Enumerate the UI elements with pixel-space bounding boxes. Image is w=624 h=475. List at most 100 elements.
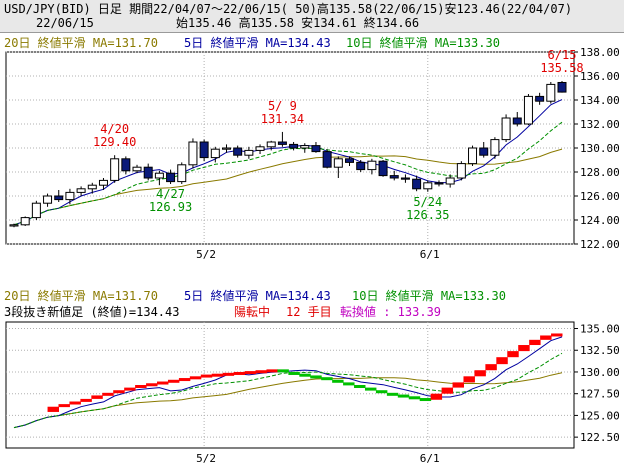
renko-brick xyxy=(124,387,136,391)
p2-y-tick-label: 125.00 xyxy=(580,409,620,422)
renko-brick xyxy=(102,392,114,396)
renko-brick xyxy=(540,335,552,340)
annotation-date: 6/15 xyxy=(548,48,577,62)
p2-y-tick-label: 135.00 xyxy=(580,323,620,336)
candle-body xyxy=(110,158,120,181)
header-ohlc: 始135.46 高135.58 安134.61 終134.66 xyxy=(176,16,420,30)
candle-body xyxy=(557,81,567,93)
renko-brick xyxy=(332,379,344,383)
renko-brick xyxy=(364,387,377,391)
p2-x-tick-label: 6/1 xyxy=(420,452,440,465)
p1-y-tick-label: 132.00 xyxy=(580,118,620,131)
renko-brick xyxy=(485,364,497,371)
renko-brick xyxy=(496,357,508,365)
candle-body xyxy=(31,202,41,219)
p2-status: 陽転中 xyxy=(234,305,271,319)
renko-brick xyxy=(386,392,399,396)
p1-y-tick-label: 126.00 xyxy=(580,190,620,203)
candle-body xyxy=(311,145,321,153)
annotation-date: 5/24 xyxy=(413,195,442,209)
header-date: 22/06/15 xyxy=(36,16,94,30)
p1-y-tick-label: 138.00 xyxy=(580,46,620,59)
renko-brick xyxy=(299,373,311,377)
renko-brick xyxy=(113,390,125,394)
renko-brick xyxy=(354,385,366,388)
p1-y-tick-label: 124.00 xyxy=(580,214,620,227)
p1-y-tick-label: 122.00 xyxy=(580,238,620,251)
candle-body xyxy=(98,179,108,186)
renko-brick xyxy=(474,370,486,377)
annotation-value: 135.58 xyxy=(540,61,583,75)
p1-ma20-legend: 20日 終値平滑 MA=131.70 xyxy=(4,36,158,50)
renko-brick xyxy=(146,383,158,387)
renko-brick xyxy=(551,333,563,337)
annotation-date: 5/ 9 xyxy=(268,99,297,113)
candle-body xyxy=(445,177,455,185)
p2-y-tick-label: 127.50 xyxy=(580,388,620,401)
candle-body xyxy=(277,141,287,145)
p1-x-tick-label: 5/2 xyxy=(196,248,216,261)
annotation-value: 131.34 xyxy=(261,112,304,126)
candle-body xyxy=(121,158,131,172)
renko-brick xyxy=(200,374,213,378)
renko-brick xyxy=(266,369,278,373)
p1-y-tick-label: 130.00 xyxy=(580,142,620,155)
renko-brick xyxy=(375,390,388,394)
candle-body xyxy=(434,182,444,185)
renko-brick xyxy=(222,372,235,376)
renko-brick xyxy=(277,369,289,373)
candle-body xyxy=(76,188,86,193)
renko-brick xyxy=(47,406,59,412)
p2-step-count: 12 手目 xyxy=(286,305,332,319)
candle-body xyxy=(54,195,64,201)
annotation-value: 126.93 xyxy=(149,200,192,214)
p2-x-tick-label: 5/2 xyxy=(196,452,216,465)
renko-brick xyxy=(288,371,300,375)
chart-header: USD/JPY(BID) 日足 期間22/04/07～22/06/15( 50)… xyxy=(0,0,624,33)
p2-ma5-legend: 5日 終値平滑 MA=134.43 xyxy=(184,289,331,303)
annotation-date: 4/27 xyxy=(156,187,185,201)
candle-body xyxy=(43,195,53,204)
renko-brick xyxy=(507,351,519,358)
renko-brick xyxy=(233,371,246,375)
p2-y-tick-label: 122.50 xyxy=(580,431,620,444)
candle-body xyxy=(87,184,97,190)
candle-body xyxy=(333,158,343,168)
candle-body xyxy=(177,164,187,183)
annotation-value: 129.40 xyxy=(93,135,136,149)
renko-brick xyxy=(69,401,81,405)
candle-body xyxy=(244,149,254,156)
p2-renko-title: 3段抜き新値足 (終値)=134.43 xyxy=(4,305,180,319)
candle-body xyxy=(378,160,388,177)
candle-body xyxy=(132,166,142,172)
renko-brick xyxy=(419,398,432,402)
candle-body xyxy=(289,143,299,149)
p1-y-tick-label: 136.00 xyxy=(580,70,620,83)
p2-reversal-value: 転換値 : 133.39 xyxy=(340,305,442,319)
renko-brick xyxy=(178,378,191,382)
candle-body xyxy=(233,147,243,156)
candle-body xyxy=(412,178,422,190)
candle-body xyxy=(423,182,433,190)
candle-body xyxy=(9,224,19,227)
candle-body xyxy=(389,175,399,179)
renko-brick xyxy=(463,376,475,383)
renko-brick xyxy=(91,395,103,399)
candle-body xyxy=(65,191,75,201)
renko-brick xyxy=(397,394,410,398)
candle-body xyxy=(501,117,511,141)
candle-body xyxy=(512,117,522,125)
candle-body xyxy=(188,141,198,166)
candle-body xyxy=(345,158,355,163)
candle-body xyxy=(322,151,332,168)
renko-brick xyxy=(58,404,70,408)
annotation-value: 126.35 xyxy=(406,208,449,222)
p2-y-tick-label: 130.00 xyxy=(580,366,620,379)
candle-body xyxy=(210,148,220,159)
p1-x-tick-label: 6/1 xyxy=(420,248,440,261)
candle-body xyxy=(468,147,478,165)
p1-ma5-legend: 5日 終値平滑 MA=134.43 xyxy=(184,36,331,50)
renko-brick xyxy=(135,385,147,388)
renko-brick xyxy=(167,379,180,383)
